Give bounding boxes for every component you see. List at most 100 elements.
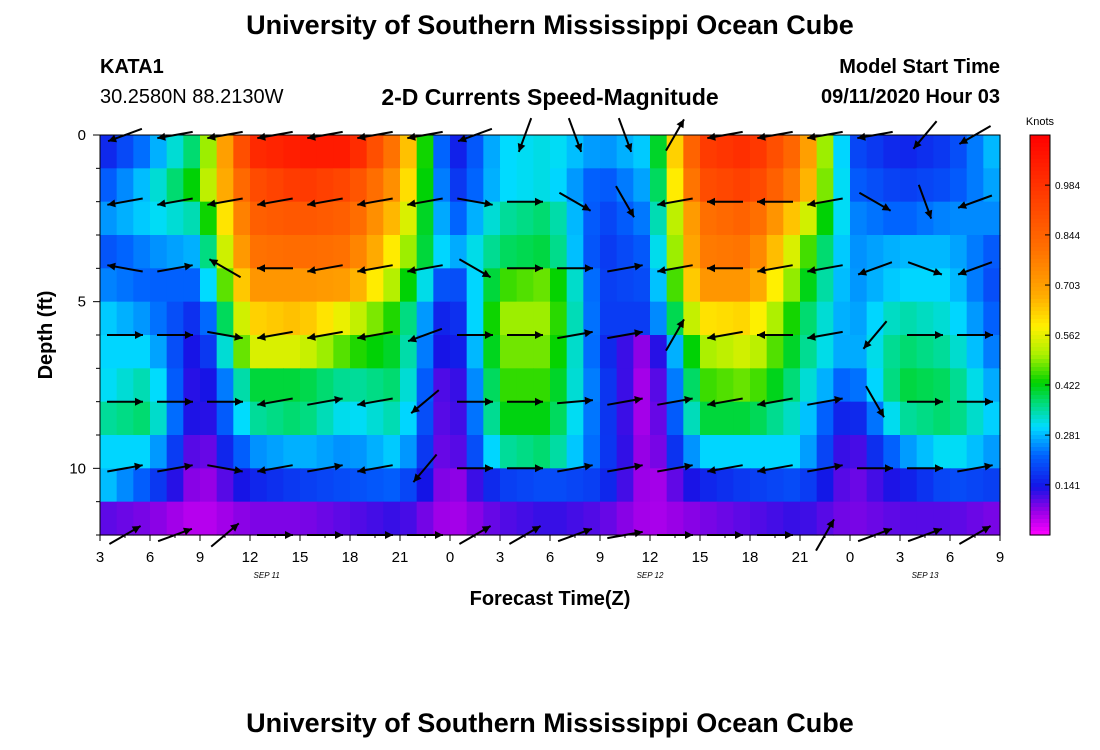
heatmap-cell bbox=[616, 401, 634, 436]
heatmap-cell bbox=[783, 501, 801, 536]
heatmap-cell bbox=[183, 401, 201, 436]
heatmap-cell bbox=[783, 368, 801, 403]
heatmap-cell bbox=[400, 268, 418, 303]
current-vector-arrow bbox=[457, 464, 493, 473]
heatmap-cell bbox=[683, 235, 701, 269]
heatmap-cell bbox=[683, 201, 701, 236]
heatmap-cell bbox=[183, 301, 201, 336]
heatmap-cell bbox=[833, 301, 851, 336]
heatmap-cell bbox=[850, 468, 868, 503]
x-axis-label: Forecast Time(Z) bbox=[470, 588, 631, 610]
heatmap-cell bbox=[666, 268, 684, 303]
heatmap-cell bbox=[166, 401, 184, 436]
heatmap-cell bbox=[316, 168, 334, 203]
heatmap-cell bbox=[250, 401, 268, 436]
heatmap-cell bbox=[166, 168, 184, 203]
y-axis-label: Depth (ft) bbox=[35, 291, 57, 380]
heatmap-cell bbox=[700, 468, 718, 503]
heatmap-cell bbox=[300, 235, 318, 269]
heatmap-cell bbox=[900, 135, 918, 169]
heatmap-cell bbox=[133, 435, 151, 469]
colorbar-strip bbox=[1030, 155, 1050, 160]
heatmap-cell bbox=[483, 168, 501, 203]
heatmap-cell bbox=[666, 435, 684, 469]
heatmap-cell bbox=[750, 301, 768, 336]
heatmap-cell bbox=[216, 135, 234, 169]
heatmap-cell bbox=[683, 168, 701, 203]
colorbar-strip bbox=[1030, 147, 1050, 152]
colorbar-strip bbox=[1030, 355, 1050, 360]
colorbar-tick-label: 0.422 bbox=[1055, 381, 1080, 392]
current-vector-arrow bbox=[157, 331, 193, 339]
heatmap-cell bbox=[216, 501, 234, 536]
heatmap-cell bbox=[850, 368, 868, 403]
heatmap-cell bbox=[366, 268, 384, 303]
colorbar-strip bbox=[1030, 139, 1050, 144]
heatmap-cell bbox=[816, 435, 834, 469]
heatmap-cell bbox=[316, 335, 334, 369]
heatmap-cell bbox=[333, 268, 351, 303]
heatmap-cell bbox=[650, 235, 668, 269]
heatmap-cell bbox=[166, 135, 184, 169]
current-vector-arrow bbox=[307, 462, 343, 473]
page-title: University of Southern Mississippi Ocean… bbox=[246, 10, 854, 40]
heatmap-cell bbox=[133, 368, 151, 403]
heatmap-cell bbox=[266, 501, 284, 536]
current-vector-arrow bbox=[208, 258, 242, 279]
heatmap-cell bbox=[200, 435, 218, 469]
heatmap-cell bbox=[183, 268, 201, 303]
heatmap-cell bbox=[350, 335, 368, 369]
colorbar-strip bbox=[1030, 287, 1050, 292]
heatmap-cell bbox=[266, 401, 284, 436]
heatmap-cell bbox=[550, 435, 568, 469]
heatmap-cell bbox=[666, 368, 684, 403]
heatmap-cell bbox=[100, 368, 118, 403]
date-label: SEP 13 bbox=[912, 571, 939, 580]
heatmap-cell bbox=[383, 435, 401, 469]
colorbar-tick-label: 0.844 bbox=[1055, 231, 1080, 242]
heatmap-cell bbox=[316, 201, 334, 236]
heatmap-cell bbox=[416, 268, 434, 303]
heatmap-cell bbox=[116, 201, 134, 236]
colorbar-strip bbox=[1030, 207, 1050, 212]
heatmap-cell bbox=[733, 435, 751, 469]
heatmap-cell bbox=[833, 201, 851, 236]
heatmap-cell bbox=[283, 301, 301, 336]
colorbar-strip bbox=[1030, 267, 1050, 272]
heatmap-cell bbox=[133, 401, 151, 436]
heatmap-cell bbox=[566, 368, 584, 403]
current-vector-arrow bbox=[507, 197, 543, 206]
heatmap-cell bbox=[483, 201, 501, 236]
heatmap-cell bbox=[466, 301, 484, 336]
colorbar-strip bbox=[1030, 503, 1050, 508]
heatmap-cell bbox=[700, 501, 718, 536]
heatmap-cell bbox=[750, 401, 768, 436]
heatmap-cell bbox=[416, 468, 434, 503]
heatmap-cell bbox=[333, 401, 351, 436]
heatmap-cell bbox=[833, 401, 851, 436]
heatmap-cell bbox=[766, 135, 784, 169]
current-vector-arrow bbox=[307, 330, 343, 341]
heatmap-cell bbox=[400, 135, 418, 169]
heatmap-cell bbox=[750, 501, 768, 536]
current-vector-arrow bbox=[907, 331, 943, 339]
heatmap-cell bbox=[616, 135, 634, 169]
heatmap-cell bbox=[733, 368, 751, 403]
x-tick-label: 0 bbox=[846, 549, 854, 566]
heatmap-cell bbox=[483, 335, 501, 369]
heatmap-cell bbox=[783, 201, 801, 236]
heatmap-cell bbox=[133, 168, 151, 203]
current-vector-arrow bbox=[857, 464, 893, 473]
heatmap-cell bbox=[600, 368, 618, 403]
heatmap-cell bbox=[566, 401, 584, 436]
colorbar-strip bbox=[1030, 387, 1050, 392]
heatmap-cell bbox=[100, 401, 118, 436]
colorbar-strip bbox=[1030, 319, 1050, 324]
heatmap-cell bbox=[983, 468, 1001, 503]
heatmap-cell bbox=[450, 468, 468, 503]
colorbar-strip bbox=[1030, 431, 1050, 436]
current-vector-arrow bbox=[907, 397, 943, 406]
heatmap-cell bbox=[283, 401, 301, 436]
heatmap-cell bbox=[883, 268, 901, 303]
